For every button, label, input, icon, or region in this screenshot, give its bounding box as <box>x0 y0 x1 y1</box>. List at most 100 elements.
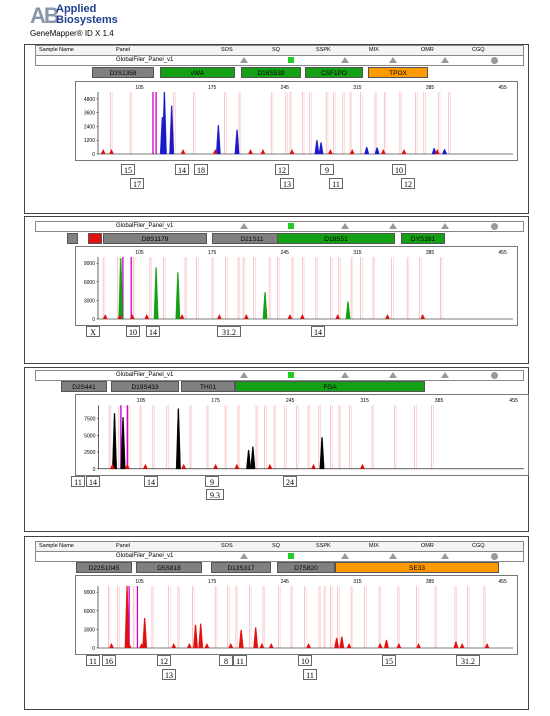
allele-label[interactable]: 11 <box>233 655 247 666</box>
col-sos[interactable]: SOS <box>221 543 233 549</box>
allele-label[interactable]: 13 <box>280 178 294 189</box>
allele-label[interactable]: 8 <box>219 655 233 666</box>
y-tick-label: 5000 <box>84 433 96 439</box>
allele-label[interactable]: 31.2 <box>456 655 480 666</box>
panel-info-row: GlobalFiler_Panel_v1 <box>35 551 524 562</box>
locus-d22s1045[interactable]: D22S1045 <box>76 562 132 573</box>
allele-label[interactable]: 15 <box>382 655 396 666</box>
allele-label[interactable]: 13 <box>162 669 176 680</box>
cgq-flag-icon <box>491 223 498 230</box>
stutter-flag <box>234 463 240 469</box>
stutter-flag <box>416 643 421 648</box>
allele-label[interactable]: 10 <box>126 326 140 337</box>
locus-csf1po[interactable]: CSF1PO <box>305 67 363 78</box>
allele-label[interactable]: 12 <box>275 164 289 175</box>
allele-label[interactable]: 11 <box>329 178 343 189</box>
peak <box>339 636 345 649</box>
col-mix[interactable]: MIX <box>369 543 379 549</box>
allele-label[interactable]: 16 <box>102 655 116 666</box>
allele-label[interactable]: 11 <box>71 476 85 487</box>
x-tick-label: 455 <box>498 250 507 256</box>
col-sspk[interactable]: SSPK <box>316 543 331 549</box>
locus-d13s317[interactable]: D13S317 <box>211 562 271 573</box>
x-tick-label: 105 <box>135 250 144 256</box>
col-panel[interactable]: Panel <box>116 543 131 549</box>
locus-d7s820[interactable]: D7S820 <box>277 562 335 573</box>
allele-label[interactable]: 9 <box>320 164 334 175</box>
peak <box>193 624 198 649</box>
stutter-flag <box>228 643 234 648</box>
allele-label[interactable]: 11 <box>303 669 317 680</box>
stutter-flag <box>328 149 333 154</box>
col-cgq[interactable]: CGQ <box>472 543 485 549</box>
y-tick-label: 1200 <box>84 138 95 144</box>
allele-label[interactable]: 14 <box>311 326 325 337</box>
col-panel[interactable]: Panel <box>116 47 131 53</box>
y-tick-label: 4800 <box>84 97 95 103</box>
locus-d16s539[interactable]: D16S539 <box>241 67 301 78</box>
col-cgq[interactable]: CGQ <box>472 47 485 53</box>
locus-tpox[interactable]: TPOX <box>368 67 428 78</box>
y-tick-label: 2500 <box>84 450 96 456</box>
allele-label[interactable]: 14 <box>86 476 100 487</box>
allele-label[interactable]: 10 <box>298 655 312 666</box>
locus-d5s818[interactable]: D5S818 <box>136 562 202 573</box>
locus-d19s433[interactable]: D19S433 <box>111 381 179 392</box>
locus-d8s1179[interactable]: D8S1179 <box>103 233 207 244</box>
stutter-flag <box>380 149 386 154</box>
locus-yindel[interactable] <box>88 233 102 244</box>
allele-label[interactable]: 31.2 <box>217 326 241 337</box>
locus-d2s441[interactable]: D2S441 <box>61 381 107 392</box>
col-sample-name[interactable]: Sample Name <box>39 543 74 549</box>
electropherogram-panel-black: GlobalFiler_Panel_v1 D2S441 D19S433 TH01… <box>24 367 530 532</box>
allele-label[interactable]: 14 <box>175 164 189 175</box>
panel-info-row: GlobalFiler_Panel_v1 <box>35 221 524 232</box>
allele-label[interactable]: 10 <box>392 164 406 175</box>
stutter-flag <box>420 314 426 319</box>
allele-label[interactable]: 12 <box>401 178 415 189</box>
y-tick-label: 0 <box>93 467 96 473</box>
locus-d3s1358[interactable]: D3S1358 <box>92 67 154 78</box>
col-sq[interactable]: SQ <box>272 543 280 549</box>
allele-label[interactable]: 18 <box>194 164 208 175</box>
allele-label[interactable]: 14 <box>144 476 158 487</box>
allele-label[interactable]: 11 <box>86 655 100 666</box>
locus-d18s51[interactable]: D18S51 <box>277 233 395 244</box>
col-sspk[interactable]: SSPK <box>316 47 331 53</box>
allele-label[interactable]: 24 <box>283 476 297 487</box>
locus-th01[interactable]: TH01 <box>181 381 235 392</box>
electropherogram-plot-black: 7500 5000 2500 0 105 175 245 315 385 455 <box>75 394 530 476</box>
locus-se33[interactable]: SE33 <box>335 562 499 573</box>
brand-name-line2: Biosystems <box>56 14 118 26</box>
x-tick-label: 245 <box>281 250 290 256</box>
col-omr[interactable]: OMR <box>421 543 434 549</box>
allele-label[interactable]: X <box>86 326 100 337</box>
x-tick-label: 455 <box>509 398 518 404</box>
stutter-flag <box>142 463 148 469</box>
stutter-flag <box>139 643 144 648</box>
col-sos[interactable]: SOS <box>221 47 233 53</box>
omr-flag-icon <box>441 223 449 229</box>
allele-label[interactable]: 17 <box>130 178 144 189</box>
allele-label[interactable]: 9.3 <box>206 489 224 500</box>
allele-label[interactable]: 14 <box>146 326 160 337</box>
allele-label[interactable]: 15 <box>121 164 135 175</box>
allele-label[interactable]: 12 <box>157 655 171 666</box>
stutter-flag <box>243 314 249 319</box>
locus-dys391[interactable]: DYS391 <box>401 233 445 244</box>
cgq-flag-icon <box>491 553 498 560</box>
col-omr[interactable]: OMR <box>421 47 434 53</box>
x-tick-label: 105 <box>137 398 146 404</box>
peak <box>345 301 351 320</box>
sos-flag-icon <box>240 372 248 378</box>
col-sq[interactable]: SQ <box>272 47 280 53</box>
col-mix[interactable]: MIX <box>369 47 379 53</box>
locus-vwa[interactable]: vWA <box>160 67 235 78</box>
col-sample-name[interactable]: Sample Name <box>39 47 74 53</box>
app-title: GeneMapper® ID X 1.4 <box>30 29 114 38</box>
sspk-flag-icon <box>341 223 349 229</box>
allele-label[interactable]: 9 <box>205 476 219 487</box>
locus-fga[interactable]: FGA <box>235 381 425 392</box>
locus-amelogenin[interactable] <box>67 233 78 244</box>
stutter-flag <box>259 643 265 648</box>
